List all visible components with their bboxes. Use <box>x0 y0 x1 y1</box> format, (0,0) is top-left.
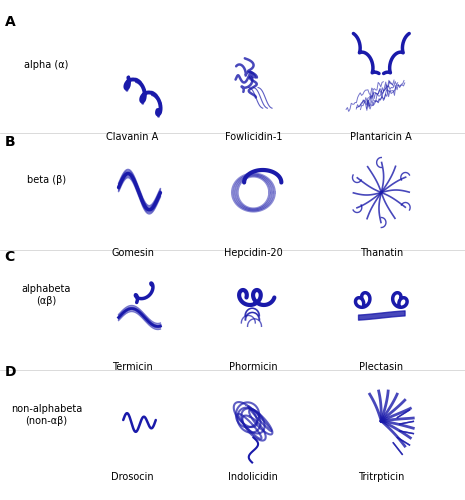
Text: Thanatin: Thanatin <box>359 248 403 258</box>
Text: Hepcidin-20: Hepcidin-20 <box>224 248 283 258</box>
Circle shape <box>244 182 263 203</box>
Text: Plantaricin A: Plantaricin A <box>351 132 412 142</box>
Text: Tritrpticin: Tritrpticin <box>358 472 405 482</box>
Text: A: A <box>5 15 15 29</box>
Text: non-alphabeta
(non-αβ): non-alphabeta (non-αβ) <box>11 404 82 426</box>
Text: Phormicin: Phormicin <box>229 362 278 372</box>
Text: C: C <box>5 250 15 264</box>
Text: Clavanin A: Clavanin A <box>106 132 159 142</box>
Text: B: B <box>5 135 15 149</box>
Text: Termicin: Termicin <box>112 362 153 372</box>
Text: Indolicidin: Indolicidin <box>228 472 279 482</box>
Text: Fowlicidin-1: Fowlicidin-1 <box>225 132 282 142</box>
Text: beta (β): beta (β) <box>27 175 66 185</box>
Text: alphabeta
(αβ): alphabeta (αβ) <box>22 284 71 306</box>
Text: alpha (α): alpha (α) <box>24 60 69 70</box>
Text: Drosocin: Drosocin <box>111 472 154 482</box>
Text: Plectasin: Plectasin <box>359 362 403 372</box>
Text: D: D <box>5 365 16 379</box>
Text: Gomesin: Gomesin <box>111 248 154 258</box>
